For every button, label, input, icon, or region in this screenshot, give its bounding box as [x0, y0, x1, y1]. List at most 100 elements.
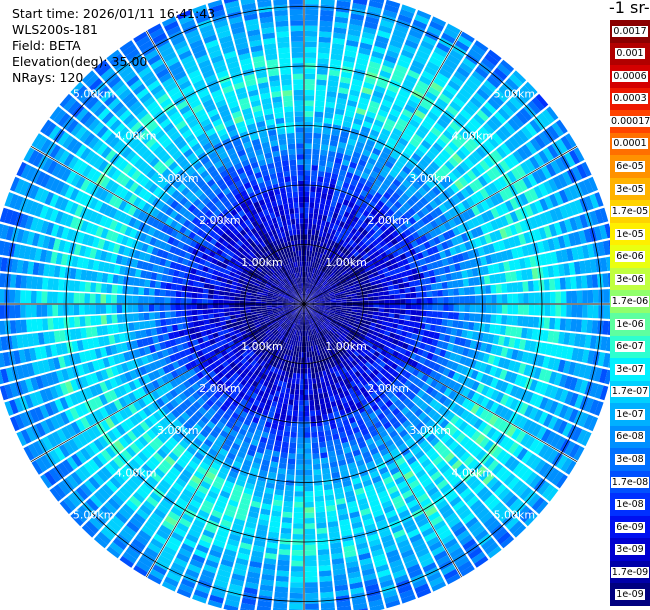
- ray-gate: [395, 187, 404, 197]
- ray-gate: [317, 264, 322, 270]
- ray-gate: [341, 306, 347, 309]
- ray-gate: [466, 208, 476, 219]
- ray-gate: [490, 166, 502, 178]
- ray-gate: [523, 304, 529, 315]
- ray-gate: [333, 288, 339, 293]
- ray-gate: [393, 69, 406, 79]
- ray-gate: [453, 304, 460, 312]
- ray-gate: [403, 211, 412, 220]
- ray-gate: [441, 241, 449, 250]
- ray-gate: [384, 304, 390, 309]
- ray-gate: [354, 244, 361, 251]
- ray-gate: [289, 394, 295, 400]
- ray-gate: [317, 293, 323, 297]
- ray-gate: [346, 34, 360, 42]
- ray-gate: [275, 575, 289, 582]
- ray-gate: [311, 251, 315, 257]
- ray-gate: [555, 345, 563, 358]
- ray-gate: [519, 220, 528, 232]
- ray-gate: [515, 270, 523, 281]
- ray-gate: [467, 154, 479, 166]
- ray-gate: [379, 151, 390, 160]
- ray-gate: [342, 120, 352, 128]
- ray-gate: [351, 257, 358, 264]
- ray-gate: [324, 294, 330, 298]
- ray-gate: [362, 304, 369, 308]
- ray-gate: [304, 427, 311, 433]
- ray-gate: [298, 351, 302, 358]
- ray-gate: [334, 278, 340, 284]
- ray-gate: [394, 98, 406, 108]
- ray-gate: [589, 259, 597, 273]
- ray-gate: [556, 138, 568, 154]
- ray-gate: [350, 208, 358, 216]
- ray-gate: [282, 506, 293, 513]
- ray-gate: [407, 275, 414, 282]
- ray-gate: [342, 60, 355, 69]
- ray-gate: [350, 13, 365, 21]
- ray-gate: [336, 214, 343, 221]
- ray-gate: [406, 142, 417, 152]
- ray-gate: [335, 11, 349, 19]
- ray-gate: [320, 287, 326, 292]
- ray-gate: [415, 129, 427, 139]
- ray-gate: [468, 75, 482, 87]
- ray-gate: [221, 325, 228, 331]
- ray-gate: [314, 280, 319, 286]
- ray-gate: [437, 153, 448, 164]
- ray-gate: [382, 9, 398, 19]
- ray-gate: [504, 139, 516, 153]
- ray-gate: [460, 232, 469, 242]
- ray-gate: [445, 186, 456, 197]
- ray-gate: [404, 315, 411, 321]
- ray-gate: [373, 307, 379, 312]
- ray-gate: [495, 205, 505, 217]
- ray-gate: [321, 265, 326, 272]
- ray-gate: [315, 288, 320, 294]
- ray-gate: [383, 295, 390, 300]
- ray-gate: [304, 501, 314, 508]
- ray-gate: [319, 441, 327, 448]
- ray-gate: [324, 268, 330, 274]
- ray-gate: [341, 216, 348, 223]
- ray-gate: [304, 346, 307, 353]
- ray-gate: [325, 199, 332, 206]
- ray-gate: [458, 312, 465, 321]
- ray-gate: [316, 252, 321, 259]
- ray-gate: [309, 207, 314, 214]
- ray-gate: [400, 271, 408, 278]
- ray-gate: [387, 217, 396, 225]
- ray-gate: [273, 602, 288, 609]
- ray-gate: [369, 253, 376, 260]
- ray-gate: [305, 271, 308, 278]
- ray-gate: [326, 96, 336, 103]
- ray-gate: [394, 123, 406, 132]
- ray-gate: [356, 218, 364, 226]
- ray-gate: [487, 334, 495, 344]
- ray-gate: [429, 229, 438, 238]
- ray-gate: [313, 262, 318, 269]
- ray-gate: [431, 186, 441, 196]
- ray-gate: [314, 116, 323, 123]
- ray-gate: [347, 138, 357, 146]
- ray-gate: [337, 174, 345, 182]
- ray-gate: [285, 387, 291, 394]
- ray-gate: [322, 468, 331, 475]
- ray-gate: [468, 277, 475, 286]
- ray-gate: [603, 289, 610, 303]
- ray-gate: [430, 210, 439, 219]
- ray-gate: [421, 70, 435, 81]
- ray-gate: [399, 293, 406, 299]
- ray-gate: [562, 171, 573, 186]
- ray-gate: [304, 116, 314, 123]
- ray-gate: [287, 404, 293, 411]
- ray-gate: [463, 287, 470, 295]
- ray-gate: [317, 292, 323, 296]
- ray-gate: [304, 105, 314, 112]
- ray-gate: [412, 133, 423, 144]
- ray-gate: [564, 152, 576, 167]
- ray-gate: [329, 295, 336, 299]
- ray-gate: [496, 294, 503, 304]
- ray-gate: [352, 0, 368, 6]
- ray-gate: [517, 304, 524, 315]
